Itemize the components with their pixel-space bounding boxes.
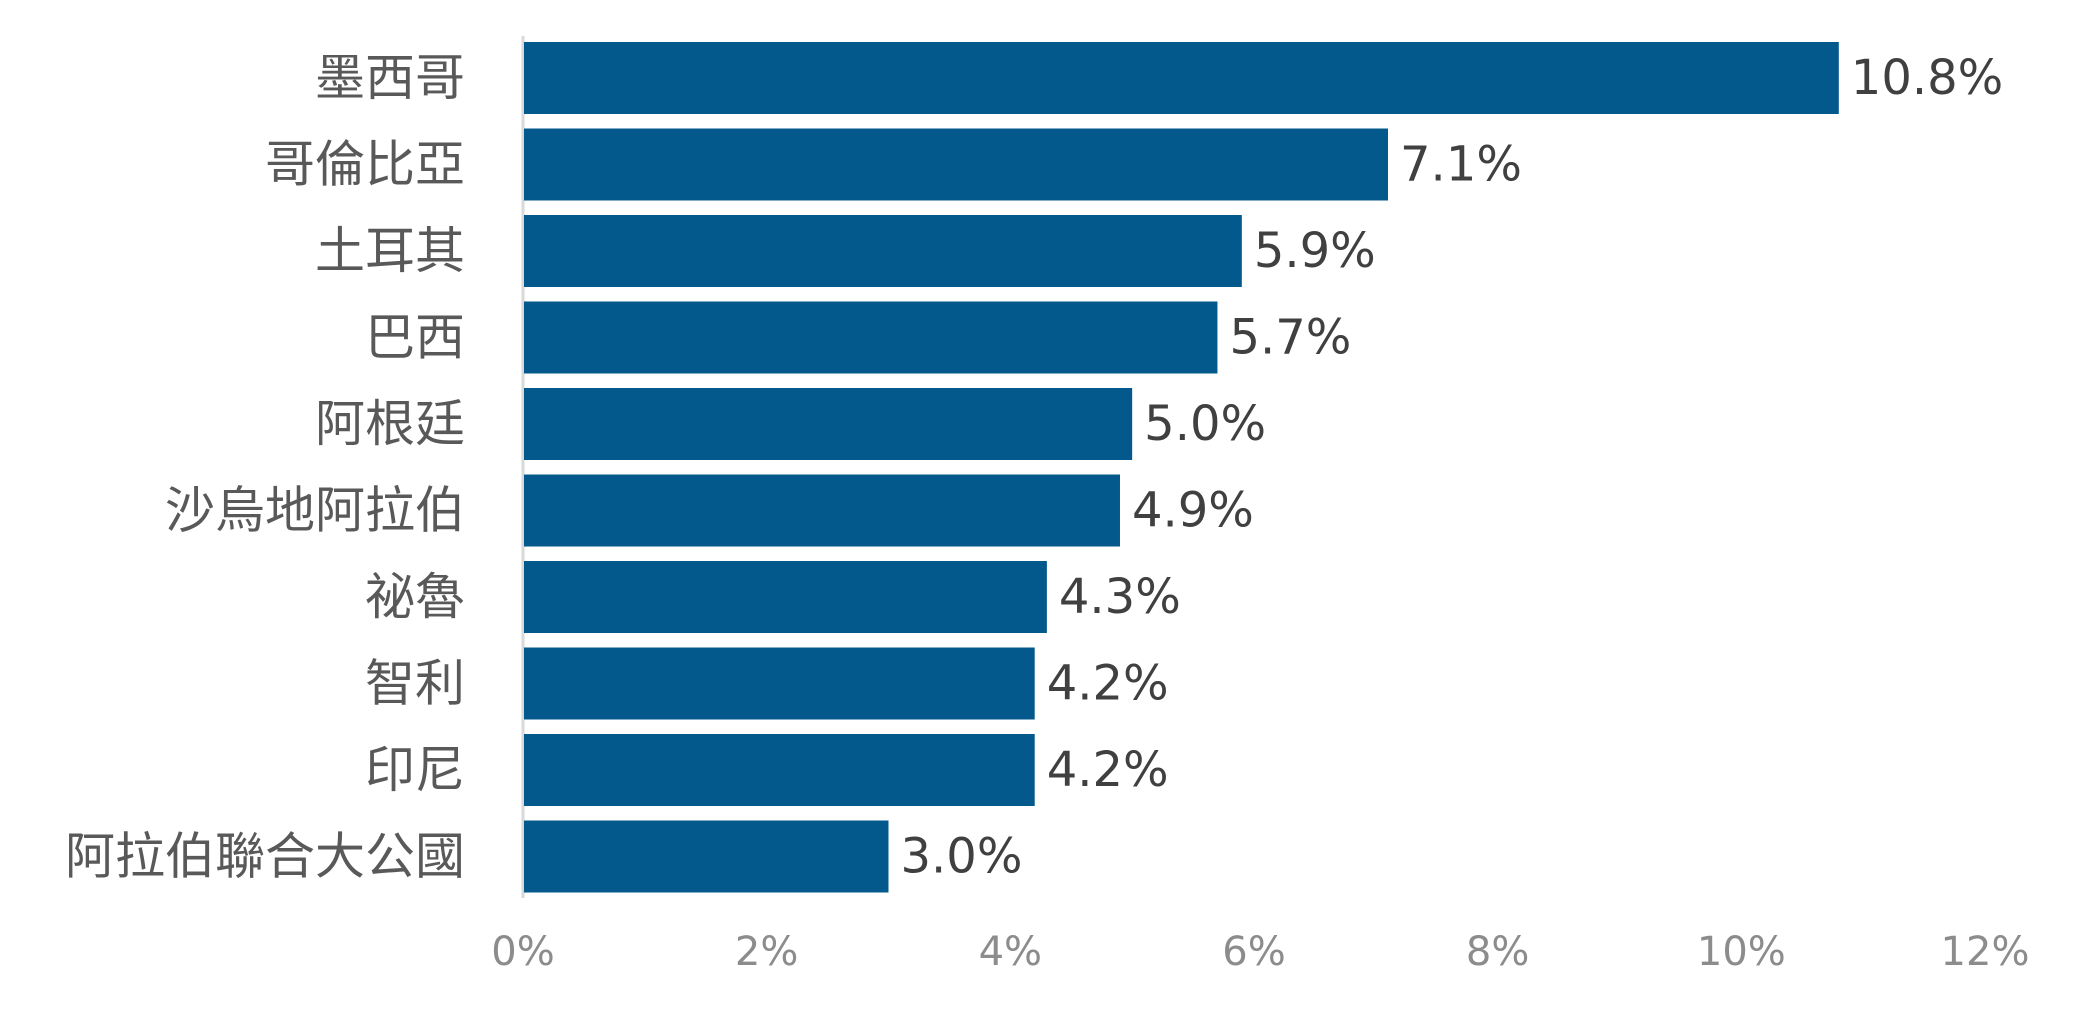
category-label: 智利 xyxy=(365,655,465,713)
x-tick-label: 6% xyxy=(1222,929,1285,975)
value-label: 4.2% xyxy=(1047,742,1169,798)
value-label: 5.7% xyxy=(1229,310,1351,366)
bar xyxy=(524,820,889,893)
bar xyxy=(524,42,1839,114)
category-label: 阿根廷 xyxy=(315,395,465,453)
bar xyxy=(524,474,1120,547)
bar xyxy=(524,647,1035,720)
bar xyxy=(524,128,1389,201)
x-tick-label: 10% xyxy=(1697,929,1786,975)
value-label: 7.1% xyxy=(1400,137,1522,193)
category-label: 土耳其 xyxy=(315,222,465,280)
category-label: 沙烏地阿拉伯 xyxy=(165,482,465,540)
x-tick-label: 8% xyxy=(1466,929,1529,975)
bars-group xyxy=(524,42,1839,893)
bar xyxy=(524,215,1242,287)
x-tick-label: 2% xyxy=(735,929,798,975)
x-tick-label: 4% xyxy=(979,929,1042,975)
value-labels-group: 10.8% 7.1% 5.9% 5.7% 5.0% 4.9% 4.3% 4.2% 4.2% 3.0… xyxy=(901,50,2004,885)
value-label: 10.8% xyxy=(1851,50,2003,106)
x-tick-label: 0% xyxy=(491,929,554,975)
category-label: 哥倫比亞 xyxy=(265,136,465,194)
bar xyxy=(524,734,1035,806)
bar xyxy=(524,301,1218,374)
x-tick-label: 12% xyxy=(1941,929,2030,975)
value-label: 4.3% xyxy=(1059,569,1181,625)
category-label: 祕魯 xyxy=(365,568,465,626)
category-label: 墨西哥 xyxy=(315,49,465,107)
x-axis-ticks-group: 0% 2% 4% 6% 8% 10% 12% xyxy=(491,929,2029,975)
value-label: 4.2% xyxy=(1047,656,1169,712)
value-label: 5.0% xyxy=(1144,396,1266,452)
category-label: 巴西 xyxy=(365,309,465,367)
bar xyxy=(524,388,1133,460)
bar xyxy=(524,561,1047,633)
value-label: 5.9% xyxy=(1254,223,1376,279)
value-label: 3.0% xyxy=(901,829,1023,885)
value-label: 4.9% xyxy=(1132,483,1254,539)
category-label: 印尼 xyxy=(365,741,465,799)
category-label: 阿拉伯聯合大公國 xyxy=(65,828,465,886)
